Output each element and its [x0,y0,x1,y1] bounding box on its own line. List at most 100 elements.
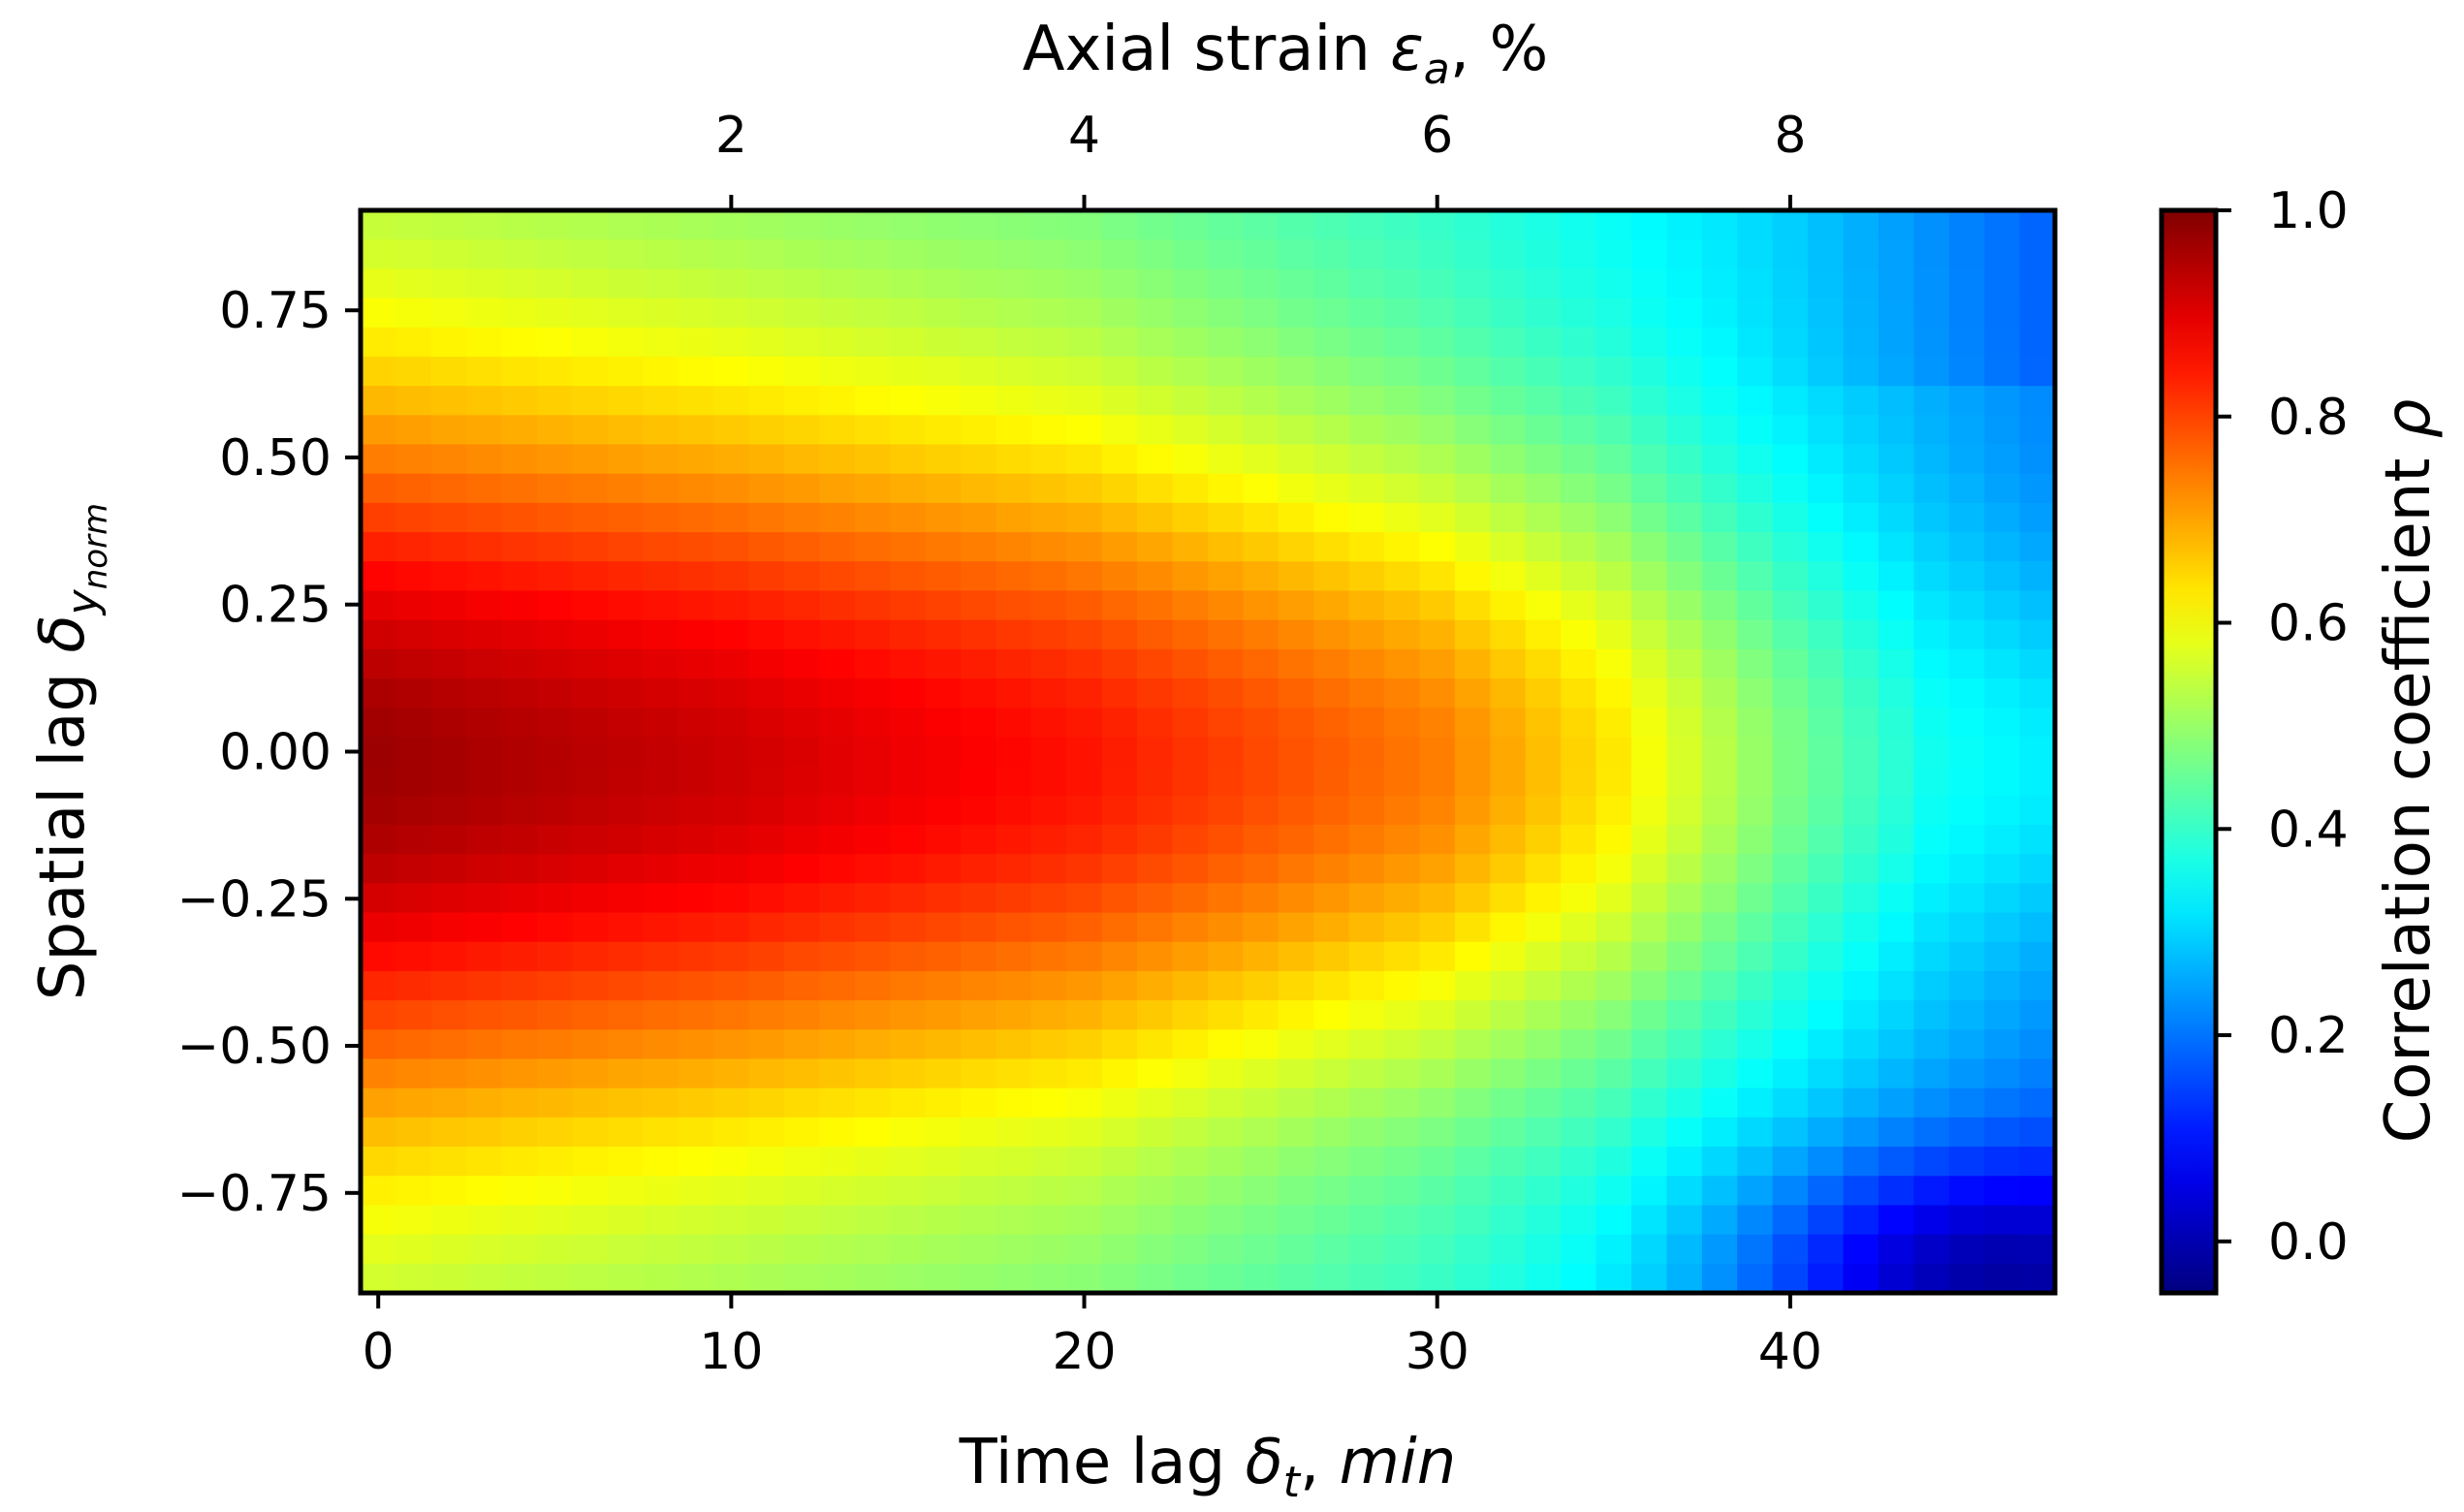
heatmap-cell [395,415,432,446]
heatmap-cell [1808,854,1845,884]
heatmap-cell [607,473,644,504]
heatmap-cell [1772,824,1809,855]
heatmap-cell [1313,239,1350,269]
heatmap-cell [1595,502,1632,533]
heatmap-cell [361,1117,397,1148]
heatmap-cell [1808,1176,1845,1207]
heatmap-cell [1561,883,1597,914]
heatmap-cell [643,1058,679,1089]
heatmap-cell [1384,415,1421,446]
heatmap-cell [819,561,856,592]
heatmap-cell [2019,854,2056,884]
heatmap-cell [1631,1176,1668,1207]
heatmap-cell [1948,678,1985,709]
heatmap-cell [1066,473,1103,504]
heatmap-cell [572,737,609,768]
heatmap-cell [1454,415,1491,446]
heatmap-cell [501,1147,538,1177]
heatmap-cell [1243,824,1279,855]
heatmap-cell [1666,239,1703,269]
heatmap-cell [1595,1029,1632,1060]
heatmap-cell [925,1176,962,1207]
heatmap-cell [1348,795,1385,826]
heatmap-cell [1278,1117,1314,1148]
heatmap-cell [1278,327,1314,358]
heatmap-cell [1984,1029,2021,1060]
heatmap-cell [1101,268,1138,299]
heatmap-cell [713,415,750,446]
heatmap-cell [1313,356,1350,387]
heatmap-cell [361,1029,397,1060]
heatmap-cell [961,1000,997,1030]
heatmap-cell [1066,941,1103,972]
heatmap-cell [1384,737,1421,768]
heatmap-cell [1454,1029,1491,1060]
heatmap-cell [1278,502,1314,533]
heatmap-cell [1030,854,1067,884]
heatmap-cell [1701,1234,1738,1265]
heatmap-cell [607,854,644,884]
heatmap-cell [643,1176,679,1207]
heatmap-cell [1066,1117,1103,1148]
heatmap-cell [1066,590,1103,621]
heatmap-cell [925,708,962,739]
heatmap-cell [572,561,609,592]
heatmap-cell [925,386,962,416]
heatmap-cell [572,795,609,826]
heatmap-cell [1595,1263,1632,1294]
heatmap-cell [572,1087,609,1118]
heatmap-cell [819,473,856,504]
heatmap-cell [1631,1117,1668,1148]
heatmap-cell [1561,386,1597,416]
heatmap-cell [466,795,503,826]
heatmap-cell [1808,1263,1845,1294]
heatmap-cell [961,210,997,240]
heatmap-cell [537,648,574,679]
heatmap-cell [748,268,785,299]
heatmap-cell [643,970,679,1001]
heatmap-cell [1948,444,1985,475]
heatmap-cell [1525,912,1562,943]
heatmap-cell [1030,1058,1067,1089]
heatmap-cell [501,737,538,768]
heatmap-cell [1843,619,1880,650]
heatmap-cell [1525,737,1562,768]
heatmap-cell [1101,678,1138,709]
heatmap-cell [1066,678,1103,709]
heatmap-cell [1984,1117,2021,1148]
y-tick-label: −0.75 [177,1165,332,1223]
heatmap-cell [1030,502,1067,533]
heatmap-cell [1313,678,1350,709]
x-tick-label: 0 [363,1323,395,1381]
heatmap-cell [784,356,821,387]
heatmap-cell [1595,970,1632,1001]
heatmap-cell [1243,1058,1279,1089]
heatmap-cell [678,678,714,709]
heatmap-cell [501,970,538,1001]
heatmap-cells [361,210,2056,1294]
heatmap-cell [643,1263,679,1294]
heatmap-cell [678,590,714,621]
heatmap-cell [961,708,997,739]
heatmap-cell [1490,356,1527,387]
heatmap-cell [430,210,467,240]
heatmap-cell [2019,473,2056,504]
heatmap-cell [995,970,1032,1001]
heatmap-cell [995,386,1032,416]
heatmap-cell [537,298,574,329]
heatmap-cell [643,708,679,739]
heatmap-cell [1243,708,1279,739]
heatmap-cell [2019,561,2056,592]
heatmap-cell [466,532,503,562]
heatmap-cell [1913,737,1950,768]
heatmap-cell [819,970,856,1001]
heatmap-cell [643,210,679,240]
heatmap-cell [1243,619,1279,650]
heatmap-cell [395,1058,432,1089]
heatmap-cell [1737,1263,1774,1294]
heatmap-cell [1808,590,1845,621]
heatmap-cell [607,444,644,475]
heatmap-cell [678,532,714,562]
heatmap-cell [501,1117,538,1148]
heatmap-cell [1278,737,1314,768]
